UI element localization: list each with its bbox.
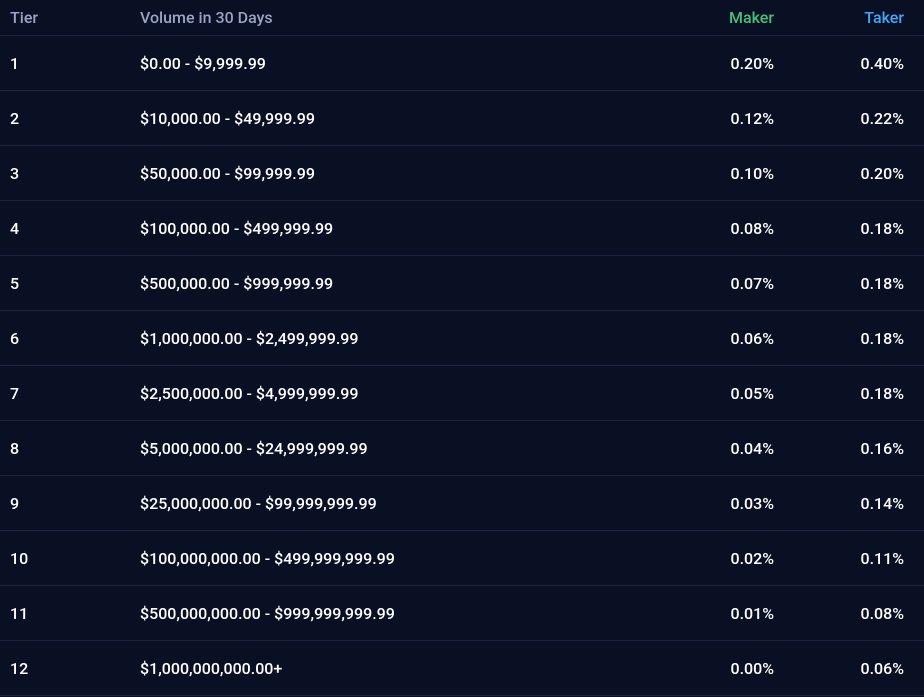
- table-row: 10 $100,000,000.00 - $499,999,999.99 0.0…: [0, 531, 924, 586]
- cell-tier: 1: [0, 54, 140, 73]
- table-row: 11 $500,000,000.00 - $999,999,999.99 0.0…: [0, 586, 924, 641]
- cell-taker: 0.40%: [814, 54, 924, 73]
- cell-tier: 6: [0, 329, 140, 348]
- cell-tier: 4: [0, 219, 140, 238]
- cell-volume: $500,000,000.00 - $999,999,999.99: [140, 604, 674, 623]
- cell-taker: 0.18%: [814, 274, 924, 293]
- cell-taker: 0.08%: [814, 604, 924, 623]
- cell-volume: $100,000.00 - $499,999.99: [140, 219, 674, 238]
- cell-tier: 5: [0, 274, 140, 293]
- cell-tier: 9: [0, 494, 140, 513]
- cell-maker: 0.10%: [674, 164, 814, 183]
- cell-taker: 0.06%: [814, 659, 924, 678]
- header-taker: Taker: [814, 8, 924, 27]
- cell-volume: $500,000.00 - $999,999.99: [140, 274, 674, 293]
- cell-volume: $50,000.00 - $99,999.99: [140, 164, 674, 183]
- table-row: 6 $1,000,000.00 - $2,499,999.99 0.06% 0.…: [0, 311, 924, 366]
- cell-volume: $0.00 - $9,999.99: [140, 54, 674, 73]
- cell-taker: 0.14%: [814, 494, 924, 513]
- cell-volume: $1,000,000.00 - $2,499,999.99: [140, 329, 674, 348]
- table-row: 1 $0.00 - $9,999.99 0.20% 0.40%: [0, 36, 924, 91]
- cell-tier: 12: [0, 659, 140, 678]
- table-row: 8 $5,000,000.00 - $24,999,999.99 0.04% 0…: [0, 421, 924, 476]
- cell-tier: 3: [0, 164, 140, 183]
- cell-tier: 10: [0, 549, 140, 568]
- table-row: 5 $500,000.00 - $999,999.99 0.07% 0.18%: [0, 256, 924, 311]
- cell-maker: 0.01%: [674, 604, 814, 623]
- header-maker: Maker: [674, 8, 814, 27]
- cell-maker: 0.07%: [674, 274, 814, 293]
- cell-taker: 0.18%: [814, 329, 924, 348]
- cell-maker: 0.00%: [674, 659, 814, 678]
- cell-taker: 0.16%: [814, 439, 924, 458]
- cell-volume: $2,500,000.00 - $4,999,999.99: [140, 384, 674, 403]
- cell-taker: 0.18%: [814, 384, 924, 403]
- cell-tier: 7: [0, 384, 140, 403]
- table-row: 7 $2,500,000.00 - $4,999,999.99 0.05% 0.…: [0, 366, 924, 421]
- cell-volume: $1,000,000,000.00+: [140, 659, 674, 678]
- cell-maker: 0.04%: [674, 439, 814, 458]
- table-row: 9 $25,000,000.00 - $99,999,999.99 0.03% …: [0, 476, 924, 531]
- cell-volume: $100,000,000.00 - $499,999,999.99: [140, 549, 674, 568]
- cell-maker: 0.20%: [674, 54, 814, 73]
- cell-volume: $25,000,000.00 - $99,999,999.99: [140, 494, 674, 513]
- cell-tier: 8: [0, 439, 140, 458]
- table-row: 2 $10,000.00 - $49,999.99 0.12% 0.22%: [0, 91, 924, 146]
- cell-taker: 0.11%: [814, 549, 924, 568]
- table-row: 3 $50,000.00 - $99,999.99 0.10% 0.20%: [0, 146, 924, 201]
- cell-maker: 0.05%: [674, 384, 814, 403]
- table-row: 12 $1,000,000,000.00+ 0.00% 0.06%: [0, 641, 924, 696]
- table-header-row: Tier Volume in 30 Days Maker Taker: [0, 0, 924, 36]
- header-tier: Tier: [0, 8, 140, 27]
- cell-maker: 0.02%: [674, 549, 814, 568]
- cell-taker: 0.20%: [814, 164, 924, 183]
- cell-maker: 0.03%: [674, 494, 814, 513]
- cell-taker: 0.18%: [814, 219, 924, 238]
- cell-maker: 0.08%: [674, 219, 814, 238]
- fee-tier-table: Tier Volume in 30 Days Maker Taker 1 $0.…: [0, 0, 924, 696]
- cell-tier: 2: [0, 109, 140, 128]
- header-volume: Volume in 30 Days: [140, 8, 674, 27]
- cell-maker: 0.12%: [674, 109, 814, 128]
- cell-volume: $5,000,000.00 - $24,999,999.99: [140, 439, 674, 458]
- cell-tier: 11: [0, 604, 140, 623]
- cell-volume: $10,000.00 - $49,999.99: [140, 109, 674, 128]
- cell-taker: 0.22%: [814, 109, 924, 128]
- cell-maker: 0.06%: [674, 329, 814, 348]
- table-row: 4 $100,000.00 - $499,999.99 0.08% 0.18%: [0, 201, 924, 256]
